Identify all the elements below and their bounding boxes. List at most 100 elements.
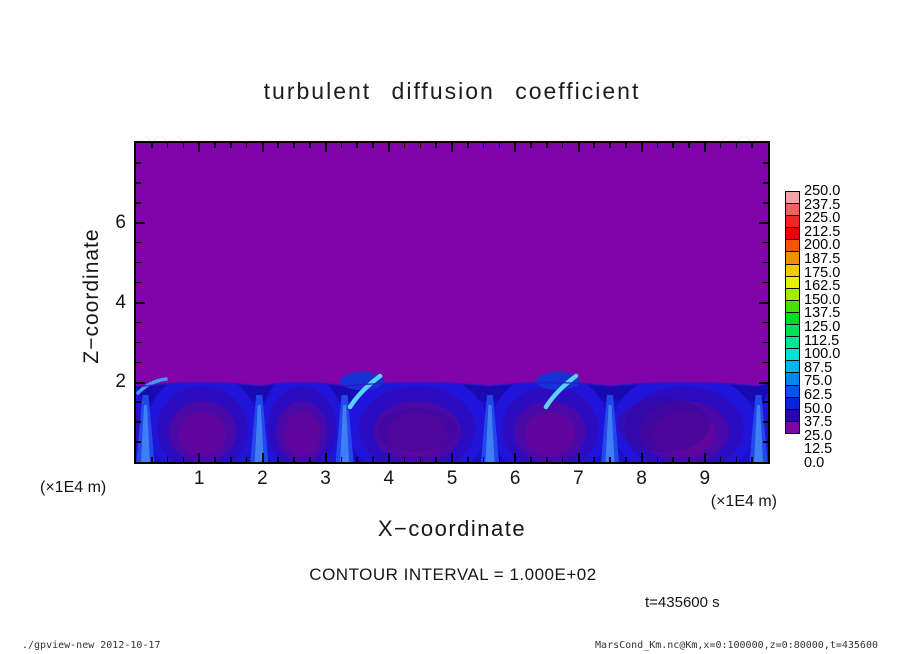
minor-tick	[672, 143, 674, 148]
minor-tick	[372, 143, 374, 148]
minor-tick	[763, 361, 768, 364]
major-tick	[261, 143, 264, 152]
minor-tick	[166, 457, 169, 462]
minor-tick	[356, 143, 358, 148]
minor-tick	[136, 341, 141, 344]
minor-tick	[482, 143, 485, 148]
minor-tick	[277, 143, 279, 148]
minor-tick	[546, 457, 548, 462]
x-tick-label: 2	[257, 468, 268, 489]
minor-tick	[182, 457, 185, 462]
minor-tick	[136, 321, 141, 324]
minor-tick	[467, 143, 469, 148]
minor-tick	[230, 457, 232, 462]
minor-tick	[763, 182, 768, 184]
minor-tick	[245, 457, 248, 462]
minor-tick	[763, 261, 768, 264]
minor-tick	[309, 457, 311, 462]
x-tick-label: 4	[383, 468, 395, 489]
minor-tick	[182, 143, 185, 148]
major-tick	[577, 143, 580, 152]
minor-tick	[719, 457, 722, 462]
x-axis-units: (×1E4 m)	[710, 493, 777, 510]
x-tick-label: 1	[193, 468, 205, 489]
minor-tick	[403, 143, 406, 148]
major-tick	[514, 143, 517, 152]
colorbar-tick-label: 112.5	[804, 332, 840, 349]
colorbar-tick-label: 162.5	[804, 278, 841, 295]
minor-tick	[763, 321, 768, 324]
major-tick	[451, 453, 454, 462]
minor-tick	[688, 143, 690, 148]
minor-tick	[763, 241, 768, 244]
major-tick	[198, 453, 201, 462]
minor-tick	[136, 401, 141, 403]
minor-tick	[340, 143, 343, 148]
minor-tick	[763, 401, 768, 403]
minor-tick	[561, 143, 564, 148]
footer-file-info: MarsCond_Km.nc@Km,x=0:100000,z=0:80000,t…	[595, 640, 878, 651]
colorbar-tick-label: 100.0	[804, 346, 841, 363]
colorbar-tick-label: 200.0	[804, 237, 841, 254]
major-tick	[640, 453, 643, 462]
minor-tick	[277, 457, 279, 462]
minor-tick	[136, 162, 141, 164]
minor-tick	[136, 202, 141, 204]
colorbar-tick-label: 175.0	[804, 264, 841, 281]
minor-tick	[467, 457, 469, 462]
minor-tick	[136, 441, 141, 443]
minor-tick	[136, 261, 141, 264]
minor-tick	[751, 457, 753, 462]
colorbar-tick-label: 225.0	[804, 210, 841, 227]
minor-tick	[735, 143, 738, 148]
x-tick-label: 5	[446, 468, 458, 489]
y-tick-label: 6	[115, 211, 126, 233]
footer-command: ./gpview-new 2012-10-17	[22, 640, 161, 651]
minor-tick	[735, 457, 738, 462]
x-axis-label: X−coordinate	[377, 516, 527, 541]
major-tick	[388, 453, 391, 462]
minor-tick	[151, 457, 153, 462]
x-tick-label: 7	[573, 468, 584, 489]
y-tick-label: 2	[115, 371, 126, 393]
colorbar-tick-label: 50.0	[804, 400, 833, 417]
major-tick	[136, 381, 145, 384]
minor-tick	[763, 441, 768, 443]
major-tick	[704, 453, 707, 462]
major-tick	[514, 453, 517, 462]
colorbar-tick-label: 0.0	[804, 455, 825, 471]
contour-interval-note: CONTOUR INTERVAL = 1.000E+02	[309, 565, 597, 584]
major-tick	[704, 143, 707, 152]
colorbar	[785, 191, 800, 435]
minor-tick	[151, 143, 153, 148]
minor-tick	[672, 457, 674, 462]
colorbar-tick-label: 212.5	[804, 223, 841, 240]
minor-tick	[230, 143, 232, 148]
major-tick	[577, 453, 580, 462]
minor-tick	[656, 457, 659, 462]
colorbar-tick-label: 125.0	[804, 319, 841, 335]
minor-tick	[609, 457, 611, 462]
minor-tick	[166, 143, 169, 148]
minor-tick	[751, 143, 753, 148]
time-label: t=435600 s	[645, 594, 720, 611]
colorbar-tick-label: 25.0	[804, 427, 833, 444]
minor-tick	[763, 341, 768, 344]
major-tick	[198, 143, 201, 152]
minor-tick	[530, 457, 532, 462]
minor-tick	[136, 281, 141, 284]
minor-tick	[561, 457, 564, 462]
major-tick	[136, 301, 145, 304]
minor-tick	[763, 202, 768, 204]
minor-tick	[530, 143, 532, 148]
minor-tick	[356, 457, 358, 462]
minor-tick	[593, 143, 595, 148]
minor-tick	[419, 457, 422, 462]
minor-tick	[719, 143, 722, 148]
major-tick	[759, 381, 768, 384]
minor-tick	[593, 457, 595, 462]
band-top-edge	[136, 381, 768, 387]
major-tick	[759, 222, 768, 224]
minor-tick	[656, 143, 659, 148]
minor-tick	[403, 457, 406, 462]
